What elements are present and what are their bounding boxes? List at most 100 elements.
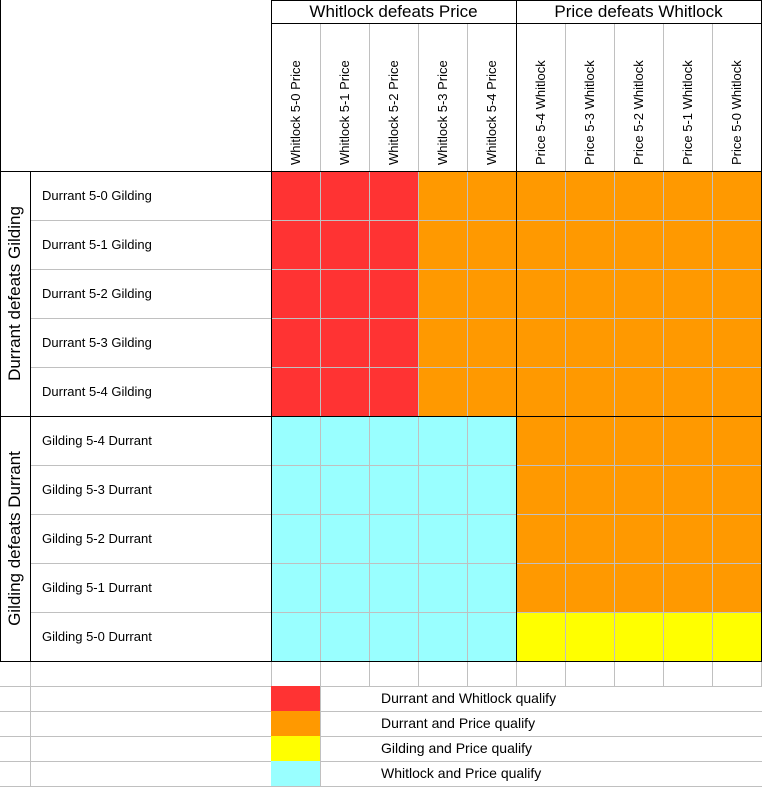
outcome-cell-orange xyxy=(712,514,761,563)
outcome-cell-orange xyxy=(663,563,712,612)
legend-gridline xyxy=(712,661,713,686)
outcome-cell-orange xyxy=(712,416,761,465)
border-line xyxy=(271,0,272,661)
outcome-cell-red xyxy=(369,220,418,269)
header-gridline xyxy=(712,23,713,171)
outcome-cell-orange xyxy=(614,416,663,465)
outcome-cell-yellow xyxy=(663,612,712,661)
row-label: Durrant 5-0 Gilding xyxy=(42,188,152,203)
row-group-header: Gilding defeats Durrant xyxy=(5,451,24,626)
outcome-cell-orange xyxy=(663,220,712,269)
outcome-cell-orange xyxy=(516,171,565,220)
outcome-cell-cyan xyxy=(369,612,418,661)
legend-swatch-orange xyxy=(271,711,320,736)
outcome-cell-cyan xyxy=(418,465,467,514)
outcome-cell-orange xyxy=(712,220,761,269)
legend-gridline xyxy=(0,686,762,687)
legend-gridline xyxy=(614,661,615,686)
outcome-cell-orange xyxy=(614,563,663,612)
outcome-cell-cyan xyxy=(467,563,516,612)
row-label: Gilding 5-0 Durrant xyxy=(42,629,152,644)
row-gridline xyxy=(30,563,761,564)
outcome-cell-cyan xyxy=(271,612,320,661)
outcome-cell-red xyxy=(369,318,418,367)
legend-label: Durrant and Whitlock qualify xyxy=(381,690,557,706)
column-label: Price 5-4 Whitlock xyxy=(532,60,548,165)
outcome-cell-cyan xyxy=(467,465,516,514)
outcome-cell-cyan xyxy=(369,416,418,465)
outcome-cell-cyan xyxy=(418,612,467,661)
legend-gridline xyxy=(0,761,762,762)
row-label: Gilding 5-2 Durrant xyxy=(42,531,152,546)
outcome-cell-orange xyxy=(467,318,516,367)
border-line xyxy=(0,0,1,661)
outcome-cell-orange xyxy=(516,318,565,367)
outcome-cell-orange xyxy=(565,171,614,220)
outcome-cell-cyan xyxy=(320,563,369,612)
outcome-cell-orange xyxy=(712,269,761,318)
column-group-header: Price defeats Whitlock xyxy=(554,2,723,21)
outcome-cell-orange xyxy=(516,416,565,465)
column-label: Price 5-0 Whitlock xyxy=(728,60,744,165)
outcome-cell-orange xyxy=(418,367,467,416)
outcome-cell-orange xyxy=(418,269,467,318)
column-label: Whitlock 5-2 Price xyxy=(385,60,401,165)
outcome-cell-red xyxy=(369,269,418,318)
outcome-cell-cyan xyxy=(271,416,320,465)
outcome-cell-cyan xyxy=(320,416,369,465)
border-line xyxy=(0,661,762,662)
outcome-cell-cyan xyxy=(369,514,418,563)
outcome-cell-red xyxy=(271,269,320,318)
outcome-cell-cyan xyxy=(418,514,467,563)
header-gridline xyxy=(418,23,419,171)
outcome-cell-cyan xyxy=(467,514,516,563)
outcome-cell-orange xyxy=(614,465,663,514)
outcome-cell-orange xyxy=(614,367,663,416)
outcome-cell-red xyxy=(271,171,320,220)
outcome-cell-red xyxy=(271,220,320,269)
legend-gridline xyxy=(663,661,664,686)
outcome-cell-orange xyxy=(712,465,761,514)
outcome-cell-yellow xyxy=(516,612,565,661)
outcome-cell-orange xyxy=(418,318,467,367)
outcome-cell-red xyxy=(369,367,418,416)
column-label: Whitlock 5-4 Price xyxy=(483,60,499,165)
border-line xyxy=(516,0,517,661)
header-gridline xyxy=(614,23,615,171)
outcome-cell-orange xyxy=(663,318,712,367)
legend-swatch-yellow xyxy=(271,736,320,761)
outcome-cell-orange xyxy=(418,171,467,220)
legend-gridline xyxy=(320,661,321,786)
outcome-cell-cyan xyxy=(271,563,320,612)
row-gridline xyxy=(30,318,761,319)
outcome-cell-orange xyxy=(467,269,516,318)
column-label: Whitlock 5-3 Price xyxy=(434,60,450,165)
outcome-cell-orange xyxy=(712,563,761,612)
legend-gridline xyxy=(0,711,762,712)
outcome-cell-orange xyxy=(565,269,614,318)
outcome-cell-red xyxy=(271,318,320,367)
outcome-cell-orange xyxy=(565,563,614,612)
row-gridline xyxy=(30,514,761,515)
outcome-cell-orange xyxy=(614,171,663,220)
outcome-cell-orange xyxy=(663,514,712,563)
outcome-cell-orange xyxy=(467,220,516,269)
outcome-cell-orange xyxy=(712,171,761,220)
header-gridline xyxy=(369,23,370,171)
legend-gridline xyxy=(516,661,517,686)
legend-label: Durrant and Price qualify xyxy=(381,715,536,731)
column-group-header: Whitlock defeats Price xyxy=(309,2,478,21)
header-gridline xyxy=(663,23,664,171)
outcome-cell-orange xyxy=(565,465,614,514)
column-label: Whitlock 5-0 Price xyxy=(287,60,303,165)
row-gridline xyxy=(30,465,761,466)
outcome-cell-orange xyxy=(663,269,712,318)
outcome-cell-orange xyxy=(565,367,614,416)
outcome-cell-yellow xyxy=(565,612,614,661)
outcome-cell-orange xyxy=(712,318,761,367)
outcome-cell-cyan xyxy=(369,465,418,514)
legend-label: Gilding and Price qualify xyxy=(381,740,532,756)
row-label: Durrant 5-1 Gilding xyxy=(42,237,152,252)
column-label: Whitlock 5-1 Price xyxy=(336,60,352,165)
